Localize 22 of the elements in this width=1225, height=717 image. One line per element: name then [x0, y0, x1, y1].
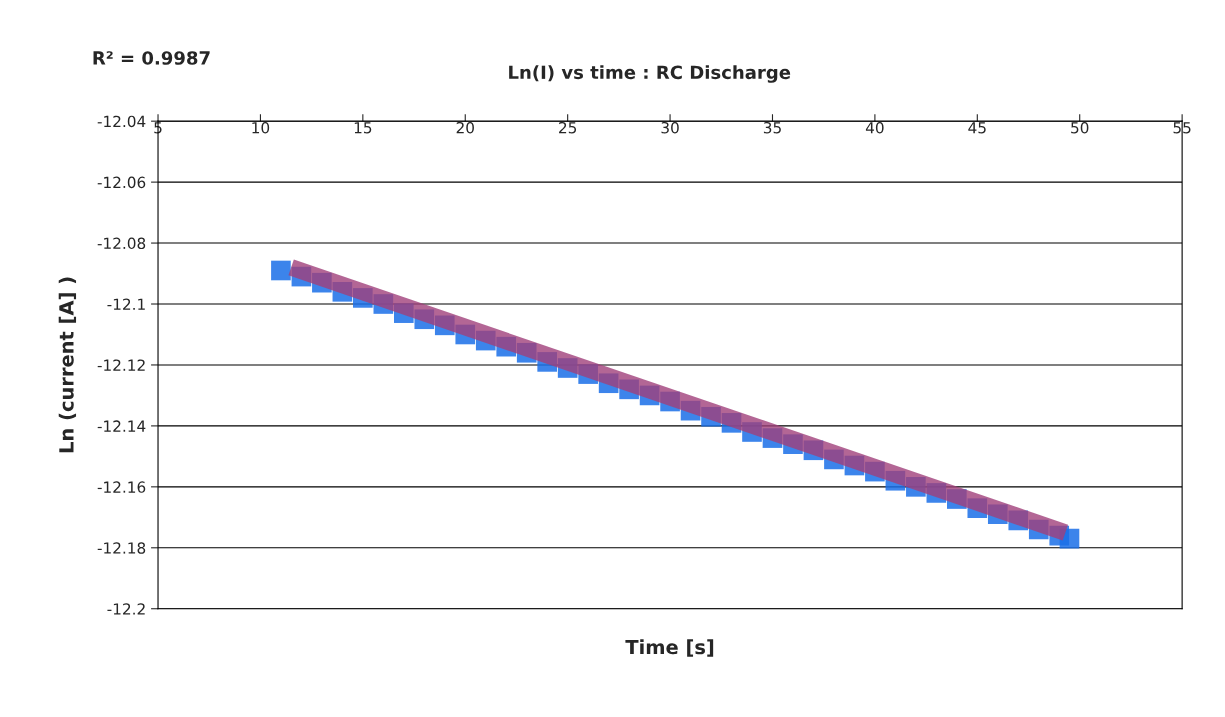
y-tick-label: -12.08 [97, 237, 146, 250]
x-tick-label: 20 [456, 121, 474, 134]
y-tick-label: -12.1 [107, 298, 145, 310]
y-tick-label: -12.04 [97, 115, 146, 128]
x-tick-label: 40 [865, 121, 884, 134]
x-tick-label: 50 [1071, 121, 1089, 134]
x-tick-label: 10 [252, 121, 270, 134]
y-tick-label: -12.2 [107, 603, 145, 615]
chart-title: Ln(I) vs time : RC Discharge [509, 65, 791, 83]
y-tick-label: -12.06 [97, 176, 146, 189]
text: R² = 0.9987 [93, 51, 210, 65]
x-tick-label: 35 [763, 121, 781, 134]
y-tick-label: -12.12 [97, 359, 145, 371]
y-tick-label: -12.16 [97, 481, 146, 493]
x-tick-label: 30 [661, 121, 679, 134]
y-tick-label: -12.14 [97, 420, 146, 432]
x-axis-title: Time [s] [625, 639, 714, 657]
y-tick-label: -12.18 [97, 542, 146, 554]
x-tick-label: 25 [559, 121, 577, 134]
x-tick-label: 45 [968, 122, 986, 134]
y-axis-title: Ln (current [A] ) [58, 277, 77, 453]
x-tick-label: 15 [354, 122, 372, 134]
